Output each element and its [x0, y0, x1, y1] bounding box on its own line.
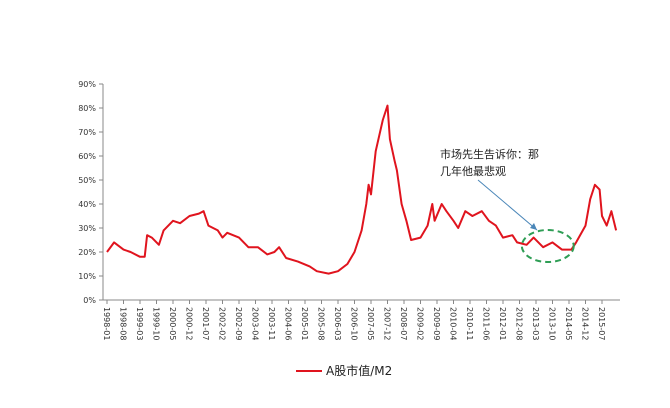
y-tick-label: 90% [78, 80, 96, 89]
x-tick-label: 2007-12 [383, 307, 392, 340]
x-tick-label: 2010-11 [465, 307, 474, 340]
x-tick-label: 2002-02 [218, 307, 227, 340]
annotation-arrow [478, 180, 537, 230]
annotation-line1: 市场先生告诉你：那 [440, 147, 539, 161]
x-tick-label: 2004-06 [284, 307, 293, 340]
y-tick-label: 40% [78, 200, 96, 209]
x-tick-label: 2014-12 [581, 307, 590, 340]
y-tick-label: 80% [78, 104, 96, 113]
legend: A股市值/M2 [296, 363, 392, 378]
x-tick-label: 1999-03 [135, 307, 144, 340]
annotation: 市场先生告诉你：那 几年他最悲观 [440, 147, 574, 262]
arrowhead-icon [530, 223, 537, 230]
x-tick-label: 2012-01 [498, 307, 507, 340]
y-axis: 0% 10% 20% 30% 40% 50% 60% 70% 80% 90% [78, 80, 103, 305]
series-line [107, 106, 616, 274]
x-tick-label: 2009-02 [416, 307, 425, 340]
y-tick-label: 20% [78, 248, 96, 257]
x-tick-label: 1998-01 [102, 307, 111, 340]
x-tick-label: 2003-04 [251, 307, 260, 340]
x-tick-label: 2008-07 [399, 307, 408, 340]
x-tick-label: 2003-11 [267, 307, 276, 340]
legend-label: A股市值/M2 [326, 363, 392, 378]
x-tick-label: 2006-03 [333, 307, 342, 340]
y-tick-label: 0% [83, 296, 96, 305]
y-tick-label: 60% [78, 152, 96, 161]
x-tick-label: 2013-10 [548, 307, 557, 340]
series-layer [107, 106, 616, 274]
x-tick-label: 2006-10 [350, 307, 359, 340]
x-tick-label: 2007-05 [366, 307, 375, 340]
y-tick-label: 70% [78, 128, 96, 137]
highlight-ellipse [522, 230, 574, 262]
x-tick-label: 2000-05 [168, 307, 177, 340]
y-tick-label: 10% [78, 272, 96, 281]
x-tick-label: 2012-08 [515, 307, 524, 340]
x-tick-label: 2013-03 [531, 307, 540, 340]
x-tick-label: 2015-07 [597, 307, 606, 340]
x-tick-label: 2011-06 [482, 307, 491, 340]
x-tick-label: 1999-10 [152, 307, 161, 340]
x-tick-label: 2001-07 [201, 307, 210, 340]
x-axis: 1998-01 1998-08 1999-03 1999-10 2000-05 2000-… [102, 300, 620, 340]
annotation-line2: 几年他最悲观 [440, 164, 506, 178]
x-tick-label: 2002-09 [234, 307, 243, 340]
x-tick-label: 2010-04 [449, 307, 458, 340]
y-tick-label: 50% [78, 176, 96, 185]
x-tick-label: 2014-05 [564, 307, 573, 340]
x-tick-label: 2000-12 [185, 307, 194, 340]
x-tick-label: 2005-01 [300, 307, 309, 340]
y-tick-label: 30% [78, 224, 96, 233]
x-tick-label: 1998-08 [119, 307, 128, 340]
x-tick-label: 2009-09 [432, 307, 441, 340]
x-tick-label: 2005-08 [317, 307, 326, 340]
